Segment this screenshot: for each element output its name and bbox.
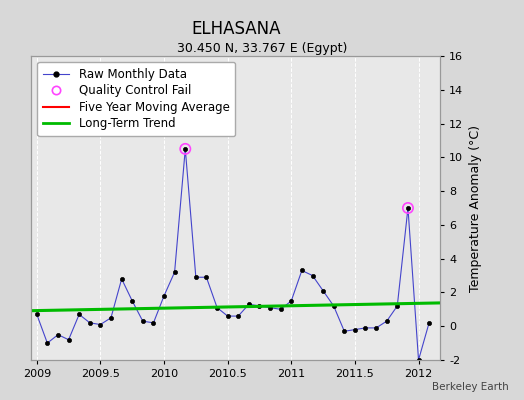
Quality Control Fail [181, 146, 190, 152]
Raw Monthly Data [309, 273, 315, 278]
Raw Monthly Data [76, 312, 82, 317]
Raw Monthly Data [362, 326, 368, 330]
Line: Raw Monthly Data: Raw Monthly Data [35, 147, 431, 362]
Raw Monthly Data [129, 298, 135, 303]
Raw Monthly Data [267, 305, 273, 310]
Raw Monthly Data [34, 312, 40, 317]
Raw Monthly Data [299, 268, 305, 273]
Raw Monthly Data [193, 275, 199, 280]
Y-axis label: Temperature Anomaly (°C): Temperature Anomaly (°C) [469, 124, 482, 292]
Raw Monthly Data [171, 270, 178, 274]
Raw Monthly Data [224, 314, 231, 318]
Title: ELHASANA: ELHASANA [191, 20, 280, 38]
Raw Monthly Data [182, 146, 189, 151]
Raw Monthly Data [44, 341, 50, 346]
Raw Monthly Data [373, 326, 379, 330]
Raw Monthly Data [352, 327, 358, 332]
Raw Monthly Data [97, 322, 104, 327]
Raw Monthly Data [214, 305, 220, 310]
Raw Monthly Data [384, 319, 390, 324]
Quality Control Fail [404, 205, 412, 211]
Raw Monthly Data [108, 315, 114, 320]
Raw Monthly Data [394, 304, 400, 308]
Text: 30.450 N, 33.767 E (Egypt): 30.450 N, 33.767 E (Egypt) [177, 42, 347, 55]
Raw Monthly Data [139, 319, 146, 324]
Raw Monthly Data [320, 288, 326, 293]
Text: Berkeley Earth: Berkeley Earth [432, 382, 508, 392]
Raw Monthly Data [118, 276, 125, 281]
Raw Monthly Data [341, 329, 347, 334]
Raw Monthly Data [256, 304, 263, 308]
Raw Monthly Data [288, 298, 294, 303]
Raw Monthly Data [246, 302, 252, 307]
Raw Monthly Data [86, 320, 93, 325]
Raw Monthly Data [331, 304, 337, 308]
Raw Monthly Data [150, 320, 157, 325]
Raw Monthly Data [235, 314, 242, 318]
Raw Monthly Data [405, 206, 411, 210]
Raw Monthly Data [426, 320, 432, 325]
Raw Monthly Data [66, 337, 72, 342]
Legend: Raw Monthly Data, Quality Control Fail, Five Year Moving Average, Long-Term Tren: Raw Monthly Data, Quality Control Fail, … [37, 62, 235, 136]
Raw Monthly Data [416, 358, 422, 362]
Raw Monthly Data [161, 294, 167, 298]
Raw Monthly Data [203, 275, 210, 280]
Raw Monthly Data [55, 332, 61, 337]
Raw Monthly Data [278, 307, 284, 312]
